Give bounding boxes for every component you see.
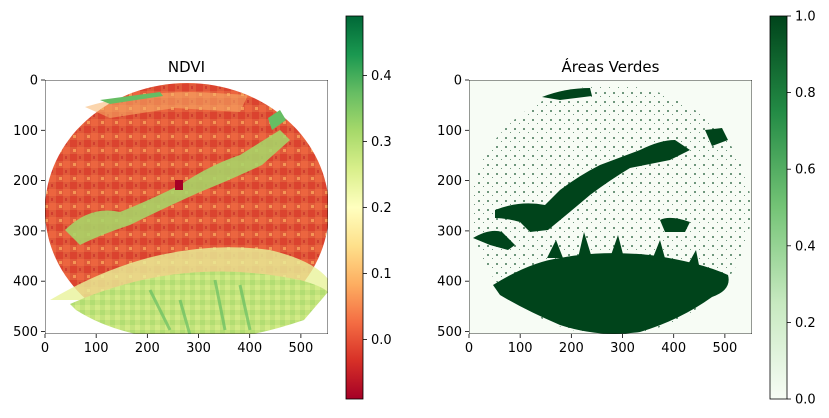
green-areas-ytick-label: 300 bbox=[437, 224, 462, 239]
green-areas-colorbar-tick-label: 0.6 bbox=[795, 163, 816, 178]
green-areas-colorbar-tick-label: 0.0 bbox=[795, 393, 816, 408]
ndvi-ytick-label: 100 bbox=[13, 124, 38, 139]
green-areas-hillside bbox=[493, 253, 729, 334]
green-areas-ytick-label: 400 bbox=[437, 275, 462, 290]
green-areas-xtick-label: 400 bbox=[661, 341, 686, 356]
green-areas-colorbar-tick-label: 1.0 bbox=[795, 10, 816, 25]
green-areas-xtick-label: 500 bbox=[712, 341, 737, 356]
ndvi-colorbar-ticks: 0.0 0.1 0.2 0.3 0.4 bbox=[363, 69, 392, 348]
ndvi-ytick-label: 500 bbox=[13, 325, 38, 340]
green-areas-ytick-label: 0 bbox=[454, 74, 462, 89]
ndvi-xtick-label: 400 bbox=[237, 341, 262, 356]
ndvi-title: NDVI bbox=[168, 58, 205, 76]
ndvi-ravines bbox=[148, 279, 252, 334]
green-areas-hill-fingers bbox=[547, 232, 700, 270]
ndvi-colorbar-tick-label: 0.1 bbox=[371, 267, 392, 282]
ndvi-building bbox=[175, 180, 183, 190]
ndvi-colorbar-tick-label: 0.2 bbox=[371, 201, 392, 216]
ndvi-ytick-label: 400 bbox=[13, 275, 38, 290]
green-areas-colorbar-tick-label: 0.4 bbox=[795, 239, 816, 254]
green-areas-east-patch bbox=[660, 217, 690, 232]
ndvi-ytick-label: 0 bbox=[30, 74, 38, 89]
green-areas-ne-park bbox=[705, 128, 728, 146]
ndvi-ytick-label: 300 bbox=[13, 224, 38, 239]
ndvi-xtick-label: 500 bbox=[288, 341, 313, 356]
green-areas-panel: Áreas Verdes 0 100 200 300 400 50001002003004… bbox=[437, 10, 816, 408]
ndvi-xtick-label: 0 bbox=[41, 341, 49, 356]
ndvi-colorbar bbox=[345, 15, 364, 400]
green-areas-xtick-label: 300 bbox=[610, 341, 635, 356]
green-areas-ytick-label: 500 bbox=[437, 325, 462, 340]
green-areas-ytick-label: 200 bbox=[437, 174, 462, 189]
green-areas-colorbar-tick-label: 0.8 bbox=[795, 86, 816, 101]
green-areas-west-patch bbox=[473, 230, 515, 250]
green-areas-image bbox=[469, 80, 752, 334]
green-areas-xtick-label: 0 bbox=[465, 341, 473, 356]
green-areas-title: Áreas Verdes bbox=[562, 57, 660, 76]
green-areas-colorbar-ticks: 0.0 0.2 0.4 0.6 0.8 1.0 bbox=[787, 10, 816, 408]
green-areas-north-strip bbox=[542, 88, 592, 100]
green-areas-river-corridor bbox=[495, 140, 690, 232]
green-areas-colorbar-tick-label: 0.2 bbox=[795, 316, 816, 331]
green-areas-ytick-label: 100 bbox=[437, 124, 462, 139]
green-areas-colorbar bbox=[769, 15, 788, 400]
ndvi-image bbox=[45, 80, 328, 334]
ndvi-xtick-label: 100 bbox=[84, 341, 109, 356]
ndvi-xtick-label: 300 bbox=[186, 341, 211, 356]
ndvi-north-park bbox=[100, 92, 163, 104]
green-areas-xtick-label: 200 bbox=[559, 341, 584, 356]
green-areas-xtick-label: 100 bbox=[508, 341, 533, 356]
ndvi-colorbar-tick-label: 0.3 bbox=[371, 135, 392, 150]
ndvi-ytick-label: 200 bbox=[13, 174, 38, 189]
ndvi-east-park bbox=[268, 110, 286, 130]
ndvi-hillside-vegetation bbox=[70, 271, 328, 334]
ndvi-xtick-label: 200 bbox=[135, 341, 160, 356]
ndvi-colorbar-tick-label: 0.0 bbox=[371, 333, 392, 348]
ndvi-colorbar-tick-label: 0.4 bbox=[371, 69, 392, 84]
